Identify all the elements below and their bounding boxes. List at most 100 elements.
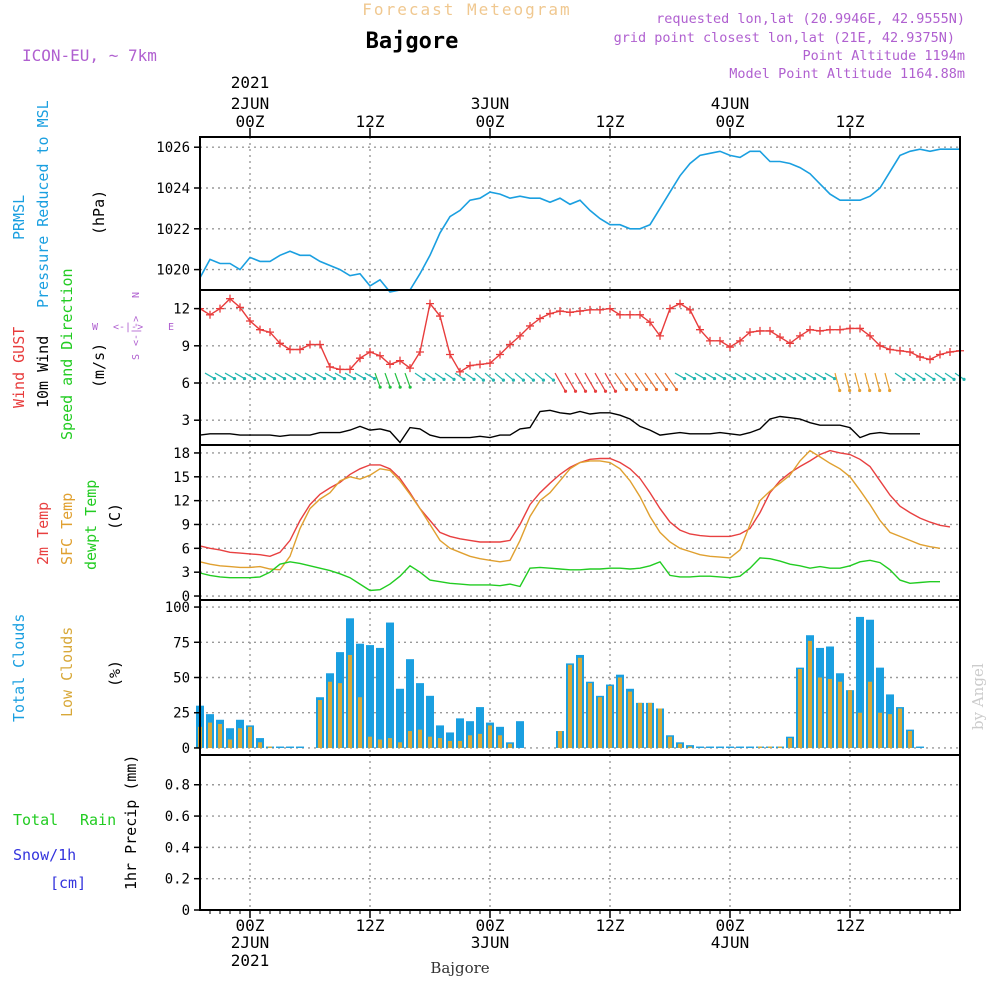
pressure-label-2: Pressure Reduced to MSL: [34, 100, 52, 308]
total-cloud-bar: [876, 667, 884, 748]
svg-text:W: W: [92, 322, 99, 333]
wind-direction-arrow: [654, 372, 667, 390]
x-tick-label-bottom: 4JUN: [711, 933, 750, 952]
wind-direction-arrow: [924, 372, 935, 380]
total-cloud-bar: [696, 746, 704, 748]
gust-point: [606, 304, 614, 313]
panel-frame: [199, 444, 961, 601]
total-cloud-bar: [726, 746, 734, 748]
gust-point: [756, 326, 764, 335]
wind-arrow-head: [551, 378, 556, 382]
total-cloud-bar: [716, 746, 724, 748]
wind-arrow-head: [838, 388, 842, 393]
x-tick-label-bottom: 00Z: [236, 916, 265, 935]
wind-arrow-head: [511, 378, 516, 382]
low-cloud-bar: [678, 743, 682, 748]
wind-direction-arrow: [834, 372, 841, 391]
wind-direction-arrow: [664, 372, 677, 390]
wind-arrow-head: [531, 378, 536, 382]
wind-arrow-head: [491, 378, 496, 382]
wind-direction-arrow: [564, 372, 577, 392]
wind-direction-arrow: [544, 372, 554, 381]
x-tick-label-top: 2021: [231, 73, 270, 92]
wind-arrow-head: [501, 378, 506, 382]
wind-direction-arrow: [464, 372, 475, 380]
gust-point: [366, 348, 374, 356]
wind-direction-arrow: [604, 372, 617, 392]
data-layer: [196, 148, 966, 748]
gust-point: [436, 312, 444, 321]
wind-direction-arrow: [904, 372, 915, 380]
gust-point: [486, 359, 494, 368]
wind-direction-arrow: [764, 372, 775, 380]
low-cloud-bar: [458, 740, 462, 748]
wind-direction-arrow: [644, 372, 657, 390]
low-cloud-bar: [348, 654, 352, 748]
gust-point: [206, 310, 214, 319]
wind-direction-arrow: [514, 372, 524, 381]
gust-point: [376, 351, 384, 360]
gust-point: [226, 294, 234, 303]
requested-coords: requested lon,lat (20.9946E, 42.9555N): [656, 11, 965, 27]
low-cloud-bar: [598, 697, 602, 748]
wind-direction-arrow: [694, 372, 705, 380]
wind-arrow-head: [603, 389, 608, 393]
total-cloud-bar: [426, 695, 434, 748]
svg-text:<-|->: <-|->: [131, 316, 142, 346]
gust-point: [526, 321, 534, 330]
y-tick-label: 100: [165, 600, 190, 616]
low-cloud-bar: [588, 683, 592, 748]
wind-arrow-head: [613, 389, 618, 393]
gust-point: [316, 340, 324, 349]
gust-point: [826, 325, 834, 334]
total-cloud-bar: [856, 616, 864, 748]
gust-point: [596, 305, 604, 314]
wind-direction-arrow: [334, 372, 345, 380]
wind-arrow-head: [812, 376, 817, 381]
y-tick-label: 0.8: [165, 778, 190, 794]
wind-direction-arrow: [824, 372, 835, 380]
x-tick-label-top: 00Z: [476, 112, 505, 131]
low-cloud-bar: [238, 728, 242, 748]
y-tick-label: 9: [182, 517, 190, 533]
low-cloud-bar: [428, 736, 432, 748]
precip-total-label: Total: [13, 811, 58, 829]
wind-direction-arrow: [714, 372, 725, 380]
wind-direction-arrow: [584, 372, 597, 392]
y-tick-label: 1026: [156, 140, 190, 156]
wind-direction-arrow: [704, 372, 715, 380]
t2m-label: 2m Temp: [34, 502, 52, 565]
wind-direction-arrow: [484, 372, 494, 381]
gust-point: [776, 333, 784, 342]
wind-arrow-head: [232, 376, 237, 381]
wind-arrow-head: [252, 376, 257, 381]
gust-point: [256, 325, 264, 334]
gust-point: [716, 336, 724, 345]
dew-label: dewpt Temp: [82, 480, 100, 570]
wind-arrow-head: [674, 387, 679, 392]
wind-direction-arrow: [354, 372, 365, 380]
x-tick-label-top: 3JUN: [471, 94, 510, 113]
sfc-label: SFC Temp: [58, 493, 76, 565]
gust-point: [616, 310, 624, 319]
pressure-series: [199, 148, 960, 293]
gust-point: [656, 331, 664, 340]
total-cloud-bar: [356, 643, 364, 748]
gust-point: [896, 346, 904, 355]
wind-direction-arrow: [854, 372, 861, 391]
total-cloud-bar: [416, 683, 424, 748]
total-cloud-bar: [286, 746, 294, 748]
low-cloud-bar: [668, 736, 672, 748]
wind-arrow-head: [742, 376, 747, 381]
wind-direction-arrow: [524, 372, 534, 381]
low-cloud-bar: [578, 657, 582, 748]
gust-point: [406, 364, 414, 373]
wind-direction-arrow: [534, 372, 544, 381]
wind-direction-arrow: [944, 372, 955, 380]
gust-point: [696, 325, 704, 334]
gust-point: [686, 305, 694, 314]
wind-direction-arrow: [844, 372, 851, 391]
wind-arrow-head: [802, 376, 807, 381]
chart-title: Forecast Meteogram: [362, 0, 571, 19]
low-cloud-bar: [498, 735, 502, 748]
